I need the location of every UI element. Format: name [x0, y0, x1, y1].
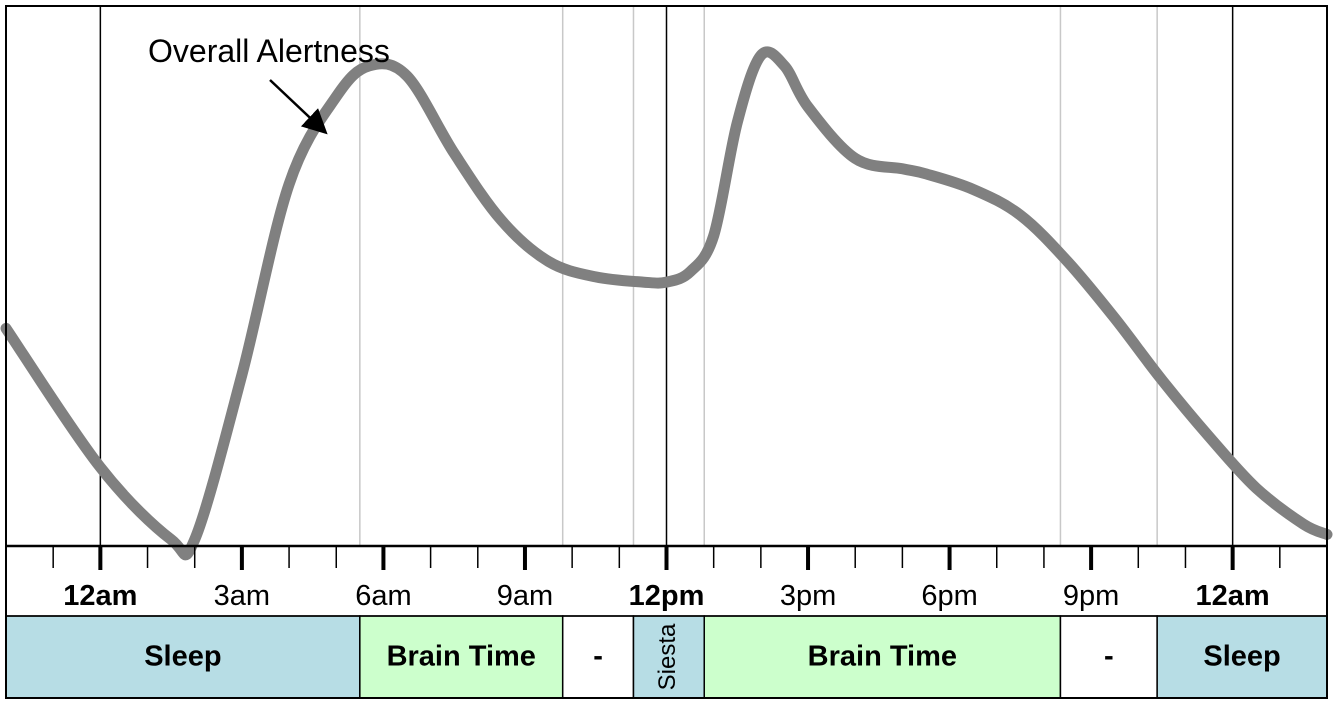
plot-area	[0, 46, 1333, 561]
band-4	[703, 615, 1062, 699]
gridlines	[99, 6, 1234, 546]
annotation-arrow	[269, 79, 328, 135]
band-label: Brain Time	[387, 641, 536, 673]
alertness-curve	[0, 46, 1333, 561]
band-label: Sleep	[144, 641, 221, 673]
activity-bands: Sleep Brain Time - Siesta Brain Time - Sleep	[5, 615, 1328, 699]
tick-label-6pm: 6pm	[921, 580, 977, 612]
tick-label-3am: 3am	[214, 580, 270, 612]
tick-label-12pm: 12pm	[629, 580, 705, 612]
tick-label-6am: 6am	[355, 580, 411, 612]
band-label: Siesta	[654, 623, 681, 690]
band-label: -	[593, 641, 603, 673]
tick-label-12am: 12am	[1196, 580, 1270, 612]
chart-frame	[5, 5, 1328, 699]
band-label: -	[1104, 641, 1114, 673]
overall-alertness-annotation: Overall Alertness	[148, 33, 390, 69]
tick-label-12am: 12am	[63, 580, 137, 612]
x-axis: 12am 3am 6am 9am 12pm 3pm 6pm 9pm 12am	[5, 544, 1328, 612]
band-1	[359, 615, 564, 699]
annotation-group: Overall Alertness	[148, 33, 390, 135]
tick-label-3pm: 3pm	[780, 580, 836, 612]
band-5	[1059, 615, 1158, 699]
tick-label-9am: 9am	[497, 580, 553, 612]
band-label: Brain Time	[808, 641, 957, 673]
band-label: Sleep	[1203, 641, 1280, 673]
band-0	[5, 615, 361, 699]
tick-label-9pm: 9pm	[1063, 580, 1119, 612]
